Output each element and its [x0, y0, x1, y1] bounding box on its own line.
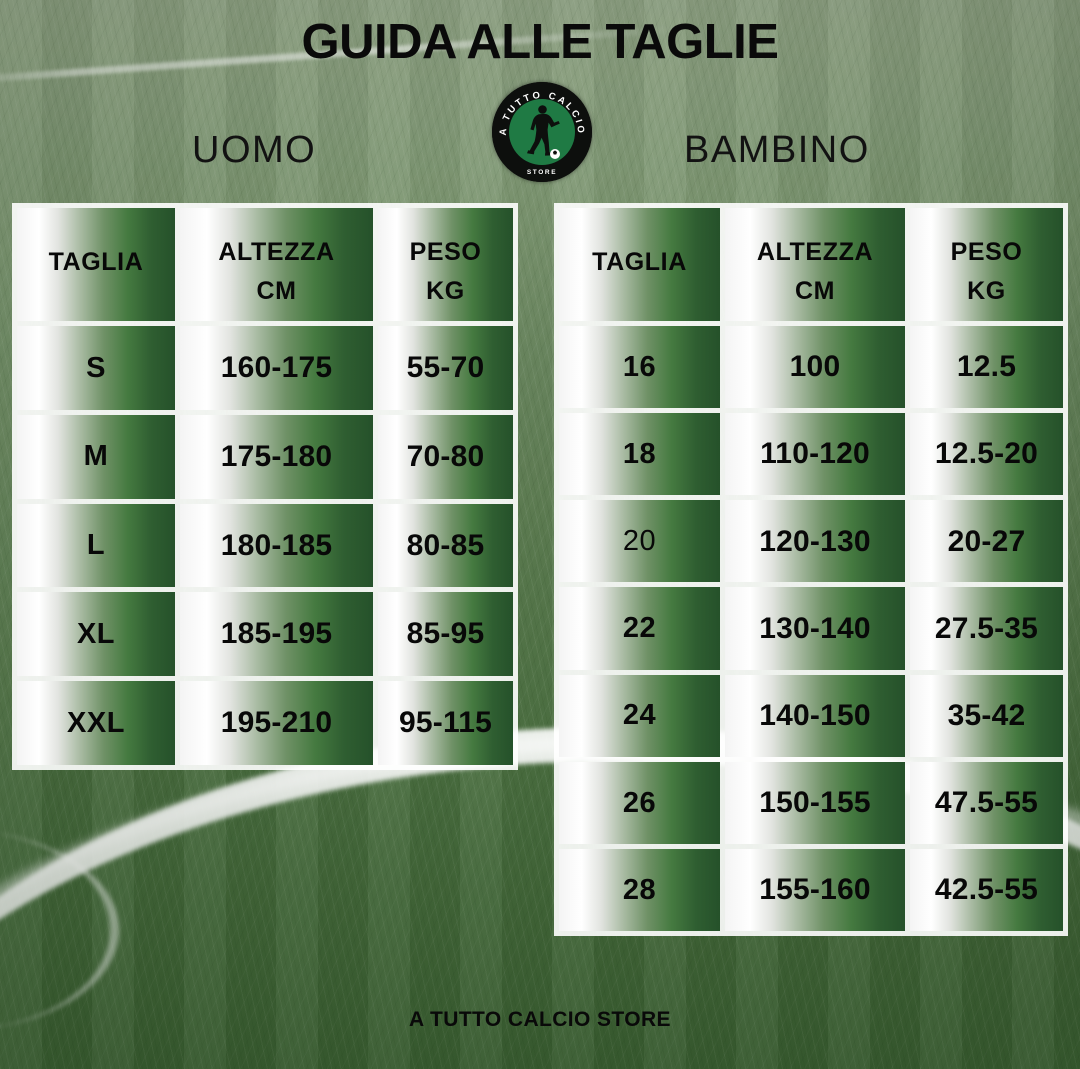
table-row: 100 — [725, 326, 905, 409]
logo-svg: A TUTTO CALCIO STORE — [492, 82, 592, 182]
section-heading-bambino: BAMBINO — [684, 129, 870, 171]
table-row: 55-70 — [378, 326, 513, 410]
footer-brand: A TUTTO CALCIO STORE — [409, 1008, 671, 1031]
table-row: 180-185 — [180, 503, 373, 588]
table-row: 85-95 — [378, 592, 513, 677]
table-row: 12.5-20 — [910, 413, 1063, 496]
table-row: 35-42 — [910, 674, 1063, 757]
table-row: 12.5 — [910, 326, 1063, 409]
table-row: 160-175 — [180, 326, 373, 410]
table-row: 22 — [559, 587, 720, 670]
table-row: 42.5-55 — [910, 848, 1063, 931]
column-header-altezza: ALTEZZA CM — [725, 208, 905, 321]
column-header-peso-label: PESO — [409, 238, 482, 266]
column-header-peso-label: PESO — [950, 238, 1023, 266]
column-header-peso: PESO KG — [378, 208, 513, 321]
size-table-uomo: TAGLIA ALTEZZA CM PESO KG S 160-175 55-7… — [12, 203, 518, 770]
column-header-altezza-unit: CM — [794, 277, 836, 305]
column-header-altezza-label: ALTEZZA — [218, 238, 335, 266]
table-row: XL — [17, 592, 175, 677]
column-header-altezza: ALTEZZA CM — [180, 208, 373, 321]
table-row: 47.5-55 — [910, 761, 1063, 844]
table-row: L — [17, 503, 175, 588]
table-row: 28 — [559, 848, 720, 931]
table-row: M — [17, 414, 175, 499]
table-row: 140-150 — [725, 674, 905, 757]
logo-bottom-text: STORE — [527, 169, 557, 176]
column-header-altezza-label: ALTEZZA — [756, 238, 874, 266]
table-row: 27.5-35 — [910, 587, 1063, 670]
table-row: 110-120 — [725, 413, 905, 496]
table-row: XXL — [17, 681, 175, 765]
table-row: 26 — [559, 761, 720, 844]
size-table-bambino: TAGLIA ALTEZZA CM PESO KG 16 100 12.5 18… — [554, 203, 1068, 936]
table-row: 195-210 — [180, 681, 373, 765]
table-row: 18 — [559, 413, 720, 496]
a-tutto-calcio-store-logo: A TUTTO CALCIO STORE — [492, 82, 592, 182]
column-header-taglia-label: TAGLIA — [592, 247, 687, 276]
column-header-peso-unit: KG — [426, 277, 465, 305]
section-heading-uomo: UOMO — [192, 129, 317, 171]
table-row: S — [17, 326, 175, 410]
column-header-taglia: TAGLIA — [17, 208, 175, 321]
page-title: GUIDA ALLE TAGLIE — [301, 15, 779, 69]
column-header-altezza-unit: CM — [256, 277, 297, 305]
table-row: 130-140 — [725, 587, 905, 670]
table-row: 16 — [559, 326, 720, 409]
table-row: 80-85 — [378, 503, 513, 588]
column-header-taglia-label: TAGLIA — [48, 247, 144, 276]
table-row: 24 — [559, 674, 720, 757]
pitch-line-left-arc — [0, 830, 119, 1030]
table-row: 185-195 — [180, 592, 373, 677]
column-header-taglia: TAGLIA — [559, 208, 720, 321]
column-header-peso-unit: KG — [967, 277, 1006, 305]
table-row: 155-160 — [725, 848, 905, 931]
table-row: 70-80 — [378, 414, 513, 499]
table-row: 150-155 — [725, 761, 905, 844]
soccer-ball-panel — [552, 150, 558, 155]
column-header-peso: PESO KG — [910, 208, 1063, 321]
table-row: 95-115 — [378, 681, 513, 765]
table-row: 175-180 — [180, 414, 373, 499]
table-row: 120-130 — [725, 500, 905, 583]
table-row: 20 — [559, 500, 720, 583]
table-row: 20-27 — [910, 500, 1063, 583]
